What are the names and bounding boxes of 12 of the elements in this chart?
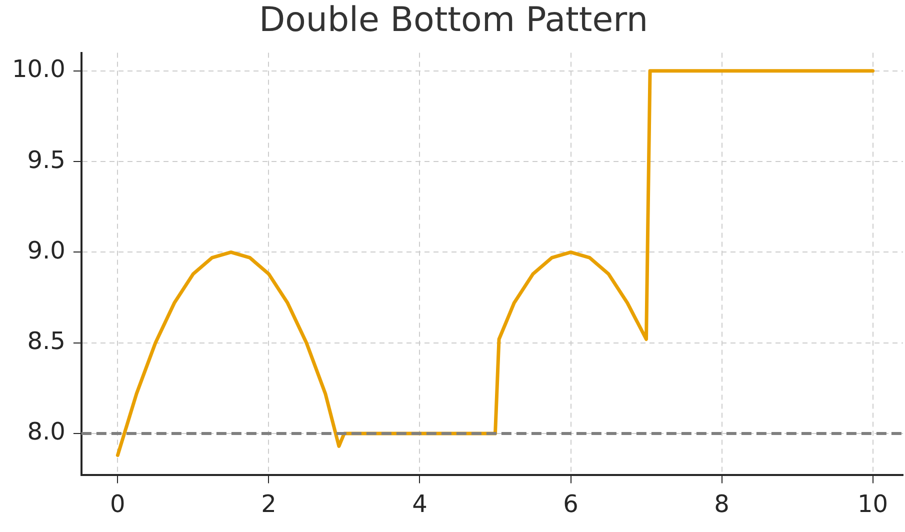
y-tick-label: 10.0 bbox=[12, 55, 66, 84]
y-tick-label: 8.5 bbox=[27, 327, 66, 356]
x-tick-label: 8 bbox=[714, 490, 730, 518]
x-tick-label: 0 bbox=[110, 490, 126, 518]
x-tick-label: 2 bbox=[261, 490, 276, 518]
x-tick-label: 4 bbox=[412, 490, 428, 518]
y-tick-label: 9.5 bbox=[27, 146, 66, 174]
x-tick-label: 10 bbox=[858, 490, 888, 518]
chart-title: Double Bottom Pattern bbox=[258, 0, 648, 40]
y-tick-label: 9.0 bbox=[27, 236, 66, 264]
y-tick-label: 8.0 bbox=[27, 418, 66, 446]
x-tick-label: 6 bbox=[563, 490, 578, 518]
